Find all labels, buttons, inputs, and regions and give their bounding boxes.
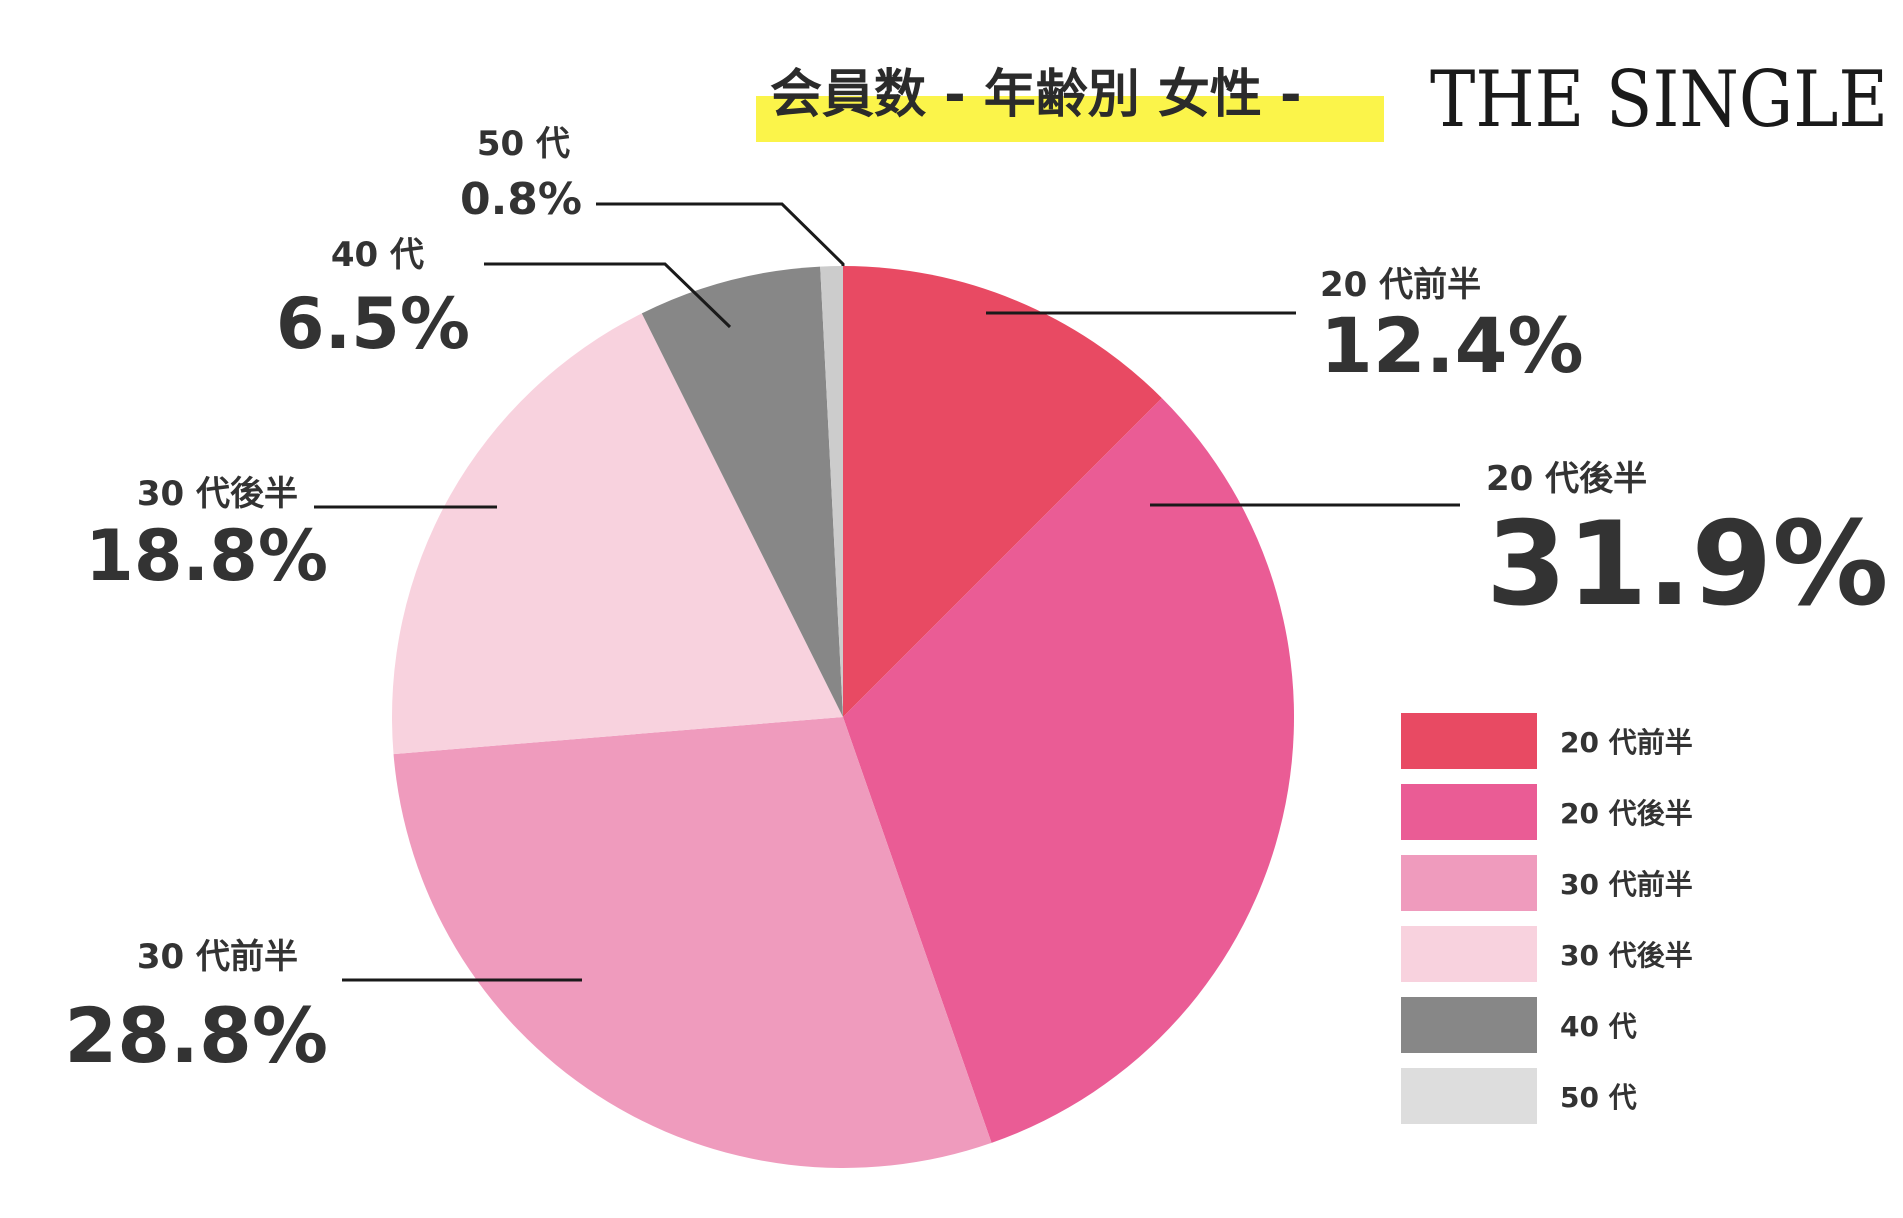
- leader-lines: [314, 202, 1460, 982]
- pie-slice-3: [393, 717, 992, 1169]
- slice-category-label-2: 20 代後半: [1486, 459, 1647, 499]
- title-highlight: [756, 96, 1384, 142]
- slice-value-label-1: 12.4%: [1320, 301, 1584, 390]
- legend-label-6: 50 代: [1560, 1081, 1637, 1114]
- legend-label-2: 20 代後半: [1560, 797, 1693, 830]
- legend-swatch-1: [1401, 713, 1537, 769]
- legend-label-3: 30 代前半: [1560, 868, 1693, 901]
- slice-value-label-3: 28.8%: [64, 991, 328, 1080]
- pie-slice-5: [641, 266, 843, 717]
- legend-swatch-5: [1401, 997, 1537, 1053]
- leader-line-5: [484, 262, 732, 329]
- slice-category-label-3: 30 代前半: [137, 937, 298, 977]
- pie-slice-6: [820, 266, 843, 717]
- leader-line-6: [596, 202, 845, 266]
- legend-swatch-3: [1401, 855, 1537, 911]
- slice-value-label-6: 0.8%: [460, 174, 582, 225]
- legend-swatch-6: [1401, 1068, 1537, 1124]
- slice-category-label-4: 30 代後半: [137, 474, 298, 514]
- slice-value-label-4: 18.8%: [85, 515, 328, 597]
- pie-slices: [392, 266, 1295, 1169]
- pie-slice-2: [843, 398, 1295, 1143]
- legend: 20 代前半 20 代後半 30 代前半 30 代後半 40 代 50 代: [1401, 713, 1693, 1124]
- legend-label-1: 20 代前半: [1560, 726, 1693, 759]
- brand-logo: THE SINGLE: [1430, 55, 1888, 145]
- legend-label-5: 40 代: [1560, 1010, 1637, 1043]
- slice-category-label-5: 40 代: [331, 235, 424, 275]
- legend-swatch-4: [1401, 926, 1537, 982]
- legend-label-4: 30 代後半: [1560, 939, 1693, 972]
- pie-slice-4: [392, 313, 843, 755]
- slice-value-label-5: 6.5%: [276, 283, 470, 365]
- slice-category-label-1: 20 代前半: [1320, 265, 1481, 305]
- chart-title: 会員数 - 年齢別 女性 -: [770, 65, 1302, 125]
- slice-value-label-2: 31.9%: [1486, 497, 1888, 632]
- legend-swatch-2: [1401, 784, 1537, 840]
- pie-slice-1: [843, 266, 1162, 717]
- slice-category-label-6: 50 代: [477, 124, 570, 164]
